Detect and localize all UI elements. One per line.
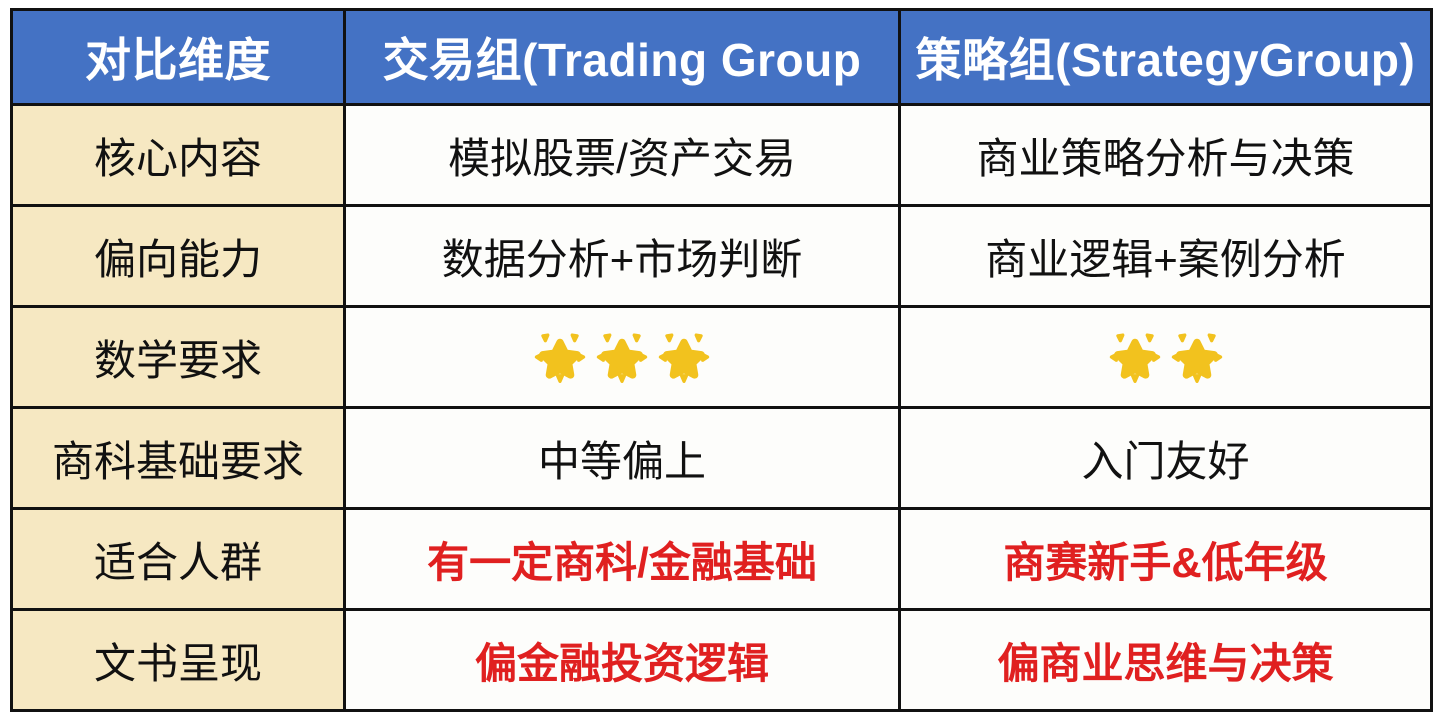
- trading-skill-focus: 数据分析+市场判断: [343, 204, 901, 308]
- table-row-essay-presentation: 文书呈现 偏金融投资逻辑 偏商业思维与决策: [10, 608, 1433, 712]
- table-row-skill-focus: 偏向能力 数据分析+市场判断 商业逻辑+案例分析: [10, 204, 1433, 308]
- trading-business-basics: 中等偏上: [343, 406, 901, 510]
- strategy-core-content: 商业策略分析与决策: [898, 103, 1433, 207]
- table-row-math-requirement: 数学要求: [10, 305, 1433, 409]
- trading-core-content: 模拟股票/资产交易: [343, 103, 901, 207]
- table-row-core-content: 核心内容 模拟股票/资产交易 商业策略分析与决策: [10, 103, 1433, 207]
- glowing-star-icon: [534, 333, 586, 383]
- trading-essay-presentation: 偏金融投资逻辑: [343, 608, 901, 712]
- trading-suitable-audience: 有一定商科/金融基础: [343, 507, 901, 611]
- row-label: 商科基础要求: [10, 406, 346, 510]
- row-label: 核心内容: [10, 103, 346, 207]
- strategy-essay-presentation: 偏商业思维与决策: [898, 608, 1433, 712]
- row-label: 数学要求: [10, 305, 346, 409]
- row-label: 文书呈现: [10, 608, 346, 712]
- star-rating-trading: [352, 331, 892, 383]
- row-label: 适合人群: [10, 507, 346, 611]
- strategy-skill-focus: 商业逻辑+案例分析: [898, 204, 1433, 308]
- strategy-math-rating: [898, 305, 1433, 409]
- star-rating-strategy: [907, 331, 1424, 383]
- header-dimension: 对比维度: [10, 8, 346, 106]
- table-row-business-basics: 商科基础要求 中等偏上 入门友好: [10, 406, 1433, 510]
- strategy-business-basics: 入门友好: [898, 406, 1433, 510]
- table-row-suitable-audience: 适合人群 有一定商科/金融基础 商赛新手&低年级: [10, 507, 1433, 611]
- glowing-star-icon: [596, 333, 648, 383]
- glowing-star-icon: [658, 333, 710, 383]
- row-label: 偏向能力: [10, 204, 346, 308]
- glowing-star-icon: [1171, 333, 1222, 383]
- header-strategy-group: 策略组(StrategyGroup): [898, 8, 1433, 106]
- table-header-row: 对比维度 交易组(Trading Group 策略组(StrategyGroup…: [10, 8, 1433, 106]
- trading-math-rating: [343, 305, 901, 409]
- group-comparison-table: 对比维度 交易组(Trading Group 策略组(StrategyGroup…: [10, 8, 1433, 712]
- header-trading-group: 交易组(Trading Group: [343, 8, 901, 106]
- strategy-suitable-audience: 商赛新手&低年级: [898, 507, 1433, 611]
- glowing-star-icon: [1109, 333, 1160, 383]
